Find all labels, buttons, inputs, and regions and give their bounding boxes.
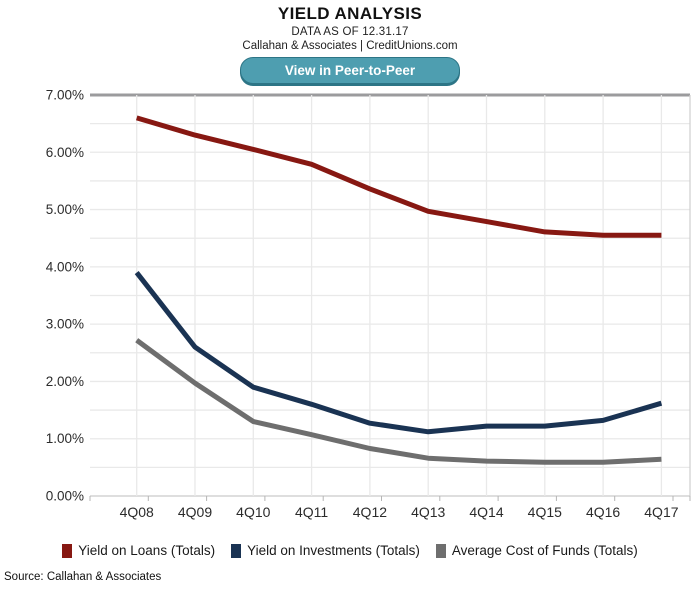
svg-text:7.00%: 7.00% — [46, 88, 84, 103]
legend-item-yield-on-investments: Yield on Investments (Totals) — [231, 543, 420, 558]
svg-text:6.00%: 6.00% — [46, 145, 84, 160]
svg-text:4Q15: 4Q15 — [528, 504, 562, 520]
byline: Callahan & Associates | CreditUnions.com — [242, 40, 458, 52]
svg-text:4Q10: 4Q10 — [236, 504, 270, 520]
svg-text:1.00%: 1.00% — [46, 431, 84, 446]
svg-text:0.00%: 0.00% — [46, 489, 84, 504]
x-gridlines — [136, 95, 691, 496]
page-title: YIELD ANALYSIS — [277, 4, 423, 23]
y-axis-labels: 0.00% 1.00% 2.00% 3.00% 4.00% 5.00% 6.00% 7.00% — [46, 88, 84, 504]
yield-on-investments-swatch-icon — [231, 543, 242, 558]
series-line-1 — [134, 271, 663, 435]
svg-text:4Q12: 4Q12 — [353, 504, 387, 520]
svg-text:3.00%: 3.00% — [46, 317, 84, 332]
legend-item-average-cost-of-funds: Average Cost of Funds (Totals) — [435, 543, 638, 558]
data-as-of-subtitle: DATA AS OF 12.31.17 — [291, 26, 409, 38]
svg-text:4Q11: 4Q11 — [295, 504, 328, 520]
svg-text:4Q17: 4Q17 — [644, 504, 678, 520]
svg-text:5.00%: 5.00% — [46, 202, 84, 217]
yield-analysis-chart: 0.00% 1.00% 2.00% 3.00% 4.00% 5.00% 6.00% 7.00%… — [46, 88, 691, 520]
source-attribution: Source: Callahan & Associates — [4, 571, 162, 583]
yield-on-loans-swatch-icon — [62, 543, 73, 558]
x-axis-ticks — [89, 496, 691, 501]
svg-text:4Q16: 4Q16 — [586, 504, 620, 520]
legend-label: Yield on Loans (Totals) — [78, 543, 216, 558]
series-line-2 — [135, 338, 662, 465]
x-axis-labels: 4Q08 4Q09 4Q10 4Q11 4Q12 4Q13 4Q14 4Q15 4Q16 4Q17 — [120, 504, 679, 520]
average-cost-of-funds-swatch-icon — [435, 543, 446, 558]
series-line-0 — [135, 115, 662, 238]
svg-text:4.00%: 4.00% — [46, 259, 84, 274]
legend-item-yield-on-loans: Yield on Loans (Totals) — [62, 543, 215, 558]
chart-legend: Yield on Loans (Totals) Yield on Investm… — [0, 543, 700, 558]
svg-text:4Q08: 4Q08 — [120, 504, 154, 520]
y-gridlines — [90, 93, 690, 497]
view-in-peer-to-peer-button[interactable]: View in Peer-to-Peer — [239, 57, 461, 84]
button-row: View in Peer-to-Peer — [0, 57, 700, 84]
svg-text:4Q09: 4Q09 — [178, 504, 212, 520]
svg-text:4Q13: 4Q13 — [411, 504, 445, 520]
svg-text:4Q14: 4Q14 — [469, 504, 503, 520]
svg-text:2.00%: 2.00% — [46, 374, 84, 389]
legend-label: Average Cost of Funds (Totals) — [451, 543, 638, 558]
legend-label: Yield on Investments (Totals) — [247, 543, 420, 558]
